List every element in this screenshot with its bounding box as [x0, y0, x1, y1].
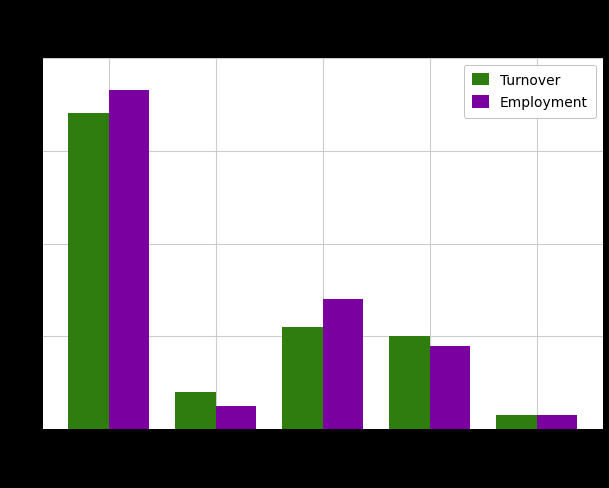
Bar — [537, 416, 577, 429]
Bar — [216, 406, 256, 429]
Bar — [389, 337, 430, 429]
Bar — [175, 392, 216, 429]
Legend: Turnover, Employment: Turnover, Employment — [463, 65, 596, 119]
Bar — [109, 91, 149, 429]
Bar — [323, 300, 364, 429]
Bar — [282, 327, 323, 429]
Bar — [496, 416, 537, 429]
Bar — [68, 114, 109, 429]
Bar — [430, 346, 470, 429]
